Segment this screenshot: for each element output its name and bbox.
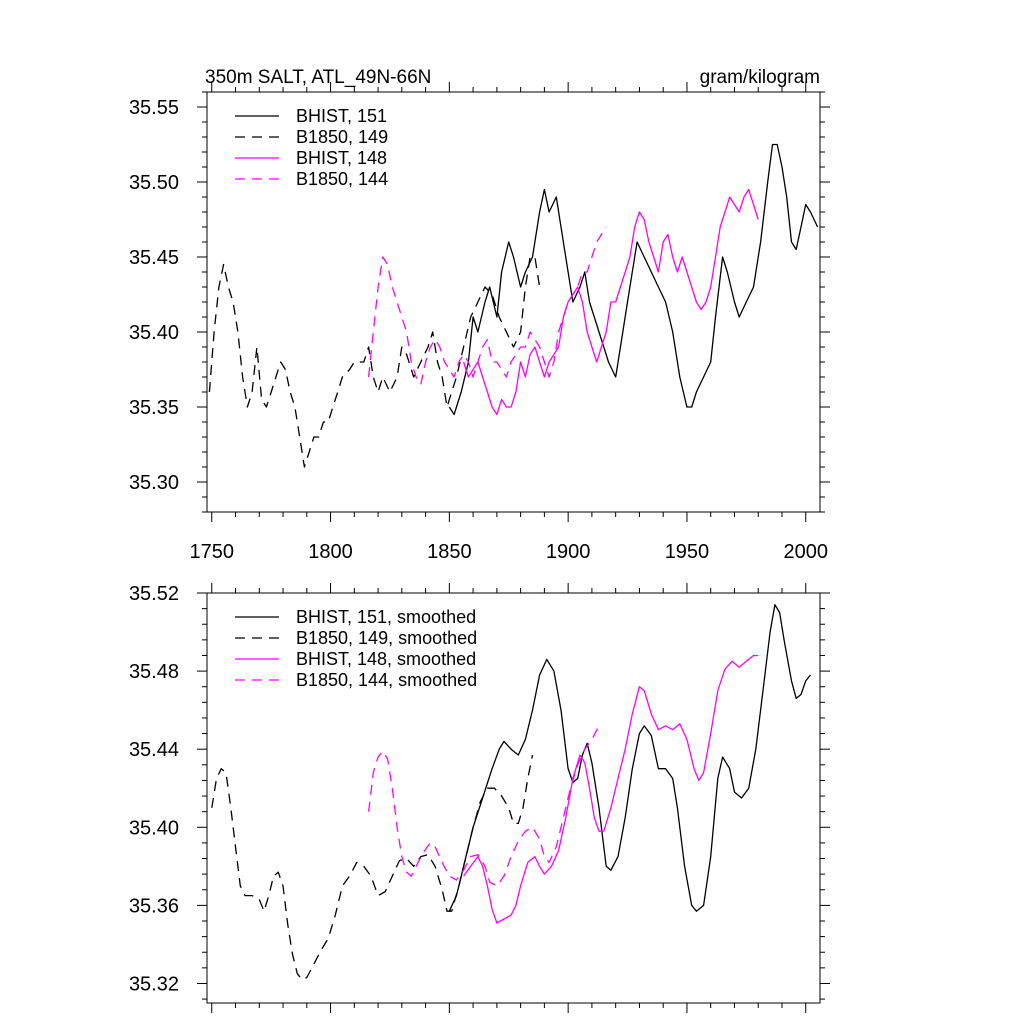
legend-label: BHIST, 151 bbox=[296, 106, 387, 126]
series-line-2 bbox=[462, 188, 759, 416]
series-line-3 bbox=[367, 226, 607, 386]
series-line-1 bbox=[211, 754, 534, 981]
legend-label: B1850, 149, smoothed bbox=[296, 628, 477, 648]
bottom-panel: 35.32 35.36 35.40 35.44 35.48 35.52 BHIST, 151… bbox=[129, 583, 830, 1013]
y-tick-label: 35.35 bbox=[129, 397, 179, 419]
x-tick-label: 2000 bbox=[783, 541, 828, 563]
top-panel: 1750 1800 1850 1900 1950 2000 35.30 35.35 35.40 3… bbox=[129, 82, 830, 563]
x-tick-label: 1850 bbox=[427, 541, 472, 563]
y-tick-label: 35.50 bbox=[129, 172, 179, 194]
y-tick-label: 35.36 bbox=[129, 895, 179, 917]
y-tick-label: 35.40 bbox=[129, 322, 179, 344]
figure-title: 350m SALT, ATL_49N-66N bbox=[205, 67, 431, 88]
series-line-0 bbox=[448, 143, 819, 416]
y-tick-label: 35.45 bbox=[129, 247, 179, 269]
y-tick-label: 35.30 bbox=[129, 472, 179, 494]
y-tick-label: 35.40 bbox=[129, 817, 179, 839]
legend-label: BHIST, 148, smoothed bbox=[296, 649, 476, 669]
legend-label: BHIST, 151, smoothed bbox=[296, 607, 476, 627]
y-tick-label: 35.32 bbox=[129, 973, 179, 995]
x-tick-label: 1950 bbox=[665, 541, 710, 563]
y-tick-label: 35.52 bbox=[129, 583, 179, 605]
plot-frame bbox=[206, 592, 821, 1004]
series-line-2 bbox=[463, 654, 759, 924]
units-label: gram/kilogram bbox=[700, 67, 820, 88]
legend-label: BHIST, 148 bbox=[296, 148, 387, 168]
legend-label: B1850, 144, smoothed bbox=[296, 670, 477, 690]
series-line-0 bbox=[448, 604, 812, 912]
series-line-3 bbox=[367, 725, 600, 887]
y-tick-label: 35.55 bbox=[129, 97, 179, 119]
x-tick-label: 1900 bbox=[546, 541, 591, 563]
x-tick-label: 1750 bbox=[190, 541, 235, 563]
y-tick-label: 35.48 bbox=[129, 661, 179, 683]
legend-label: B1850, 149 bbox=[296, 127, 388, 147]
x-tick-label: 1800 bbox=[308, 541, 353, 563]
y-tick-label: 35.44 bbox=[129, 739, 179, 761]
legend-label: B1850, 144 bbox=[296, 169, 388, 189]
